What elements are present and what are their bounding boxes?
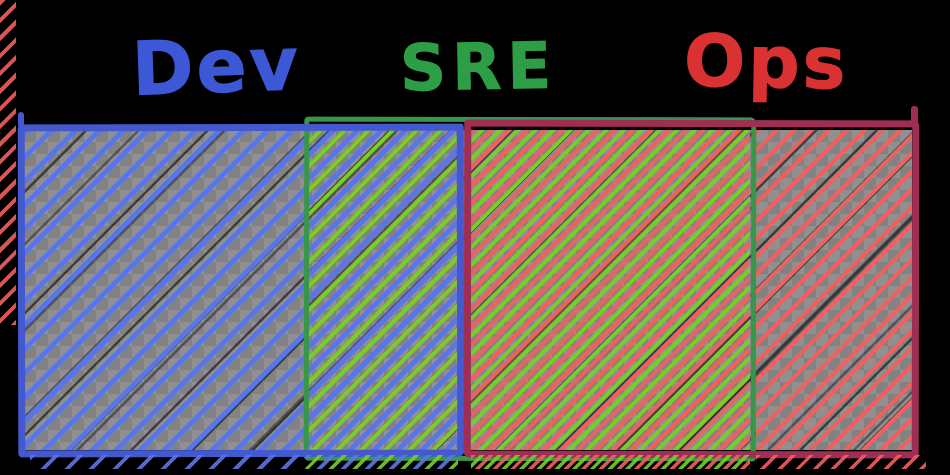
- sre-label: SRE: [399, 29, 558, 107]
- dev-sre-bottom-stroke-ticks: [306, 455, 458, 469]
- dev-corner-overshoot: [18, 112, 24, 128]
- ops-label: Ops: [683, 18, 850, 106]
- dev-label: Dev: [130, 21, 303, 114]
- dev-sre-overlap-region: [306, 130, 458, 450]
- sre-ops-bottom-stroke-ticks: [471, 455, 750, 469]
- sre-ops-overlap-region: [471, 130, 750, 450]
- hatch-fill-area: [24, 130, 912, 450]
- ops-corner-overshoot: [911, 106, 918, 124]
- ops-only-region: [756, 130, 912, 450]
- ops-right-stroke-ticks: [0, 0, 16, 325]
- ops-bottom-stroke-ticks: [756, 455, 926, 469]
- dev-bottom-stroke-ticks: [30, 455, 306, 469]
- ops-rectangle-outline: [463, 119, 920, 459]
- dev-rectangle-outline: [17, 123, 465, 458]
- dev-only-region: [24, 130, 306, 450]
